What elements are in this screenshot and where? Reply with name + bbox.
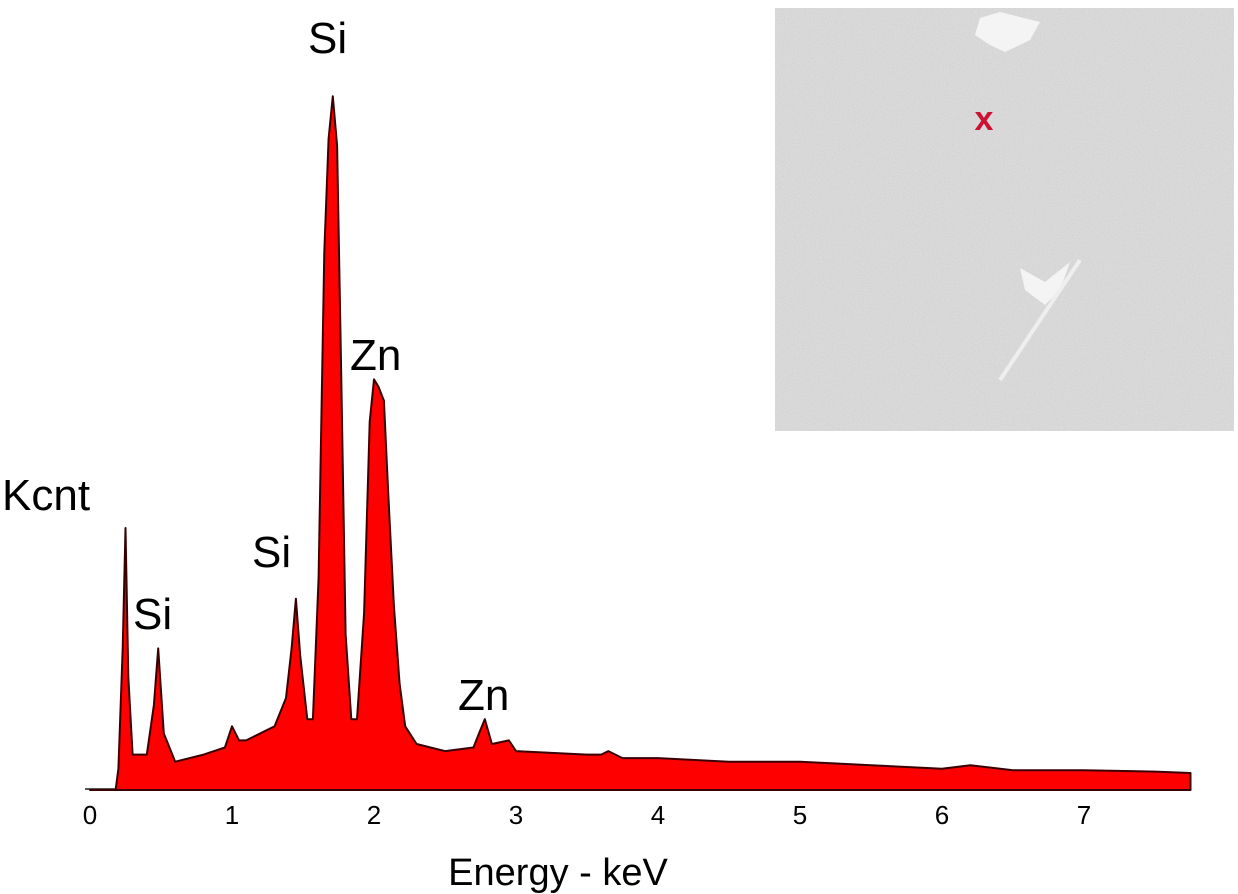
x-tick-label: 1 <box>225 800 239 830</box>
x-tick-label: 7 <box>1077 800 1091 830</box>
x-axis-title: Energy - keV <box>448 852 668 894</box>
spectrum-area <box>89 95 1192 791</box>
x-tick-label: 0 <box>83 800 97 830</box>
inset-micrograph: x <box>775 8 1234 431</box>
x-tick-label: 4 <box>651 800 665 830</box>
x-tick-label: 3 <box>509 800 523 830</box>
y-axis-unit-label: Kcnt <box>2 471 90 520</box>
x-tick-label: 6 <box>935 800 949 830</box>
inset-marker-x: x <box>975 100 994 138</box>
x-tick-label: 5 <box>793 800 807 830</box>
peak-label-zn-minor: Zn <box>458 671 509 720</box>
peak-label-si-mid: Si <box>252 528 291 577</box>
peak-label-zn-main: Zn <box>350 331 401 380</box>
peak-label-si-low: Si <box>133 590 172 639</box>
peak-label-si-main: Si <box>308 14 347 63</box>
x-tick-label: 2 <box>367 800 381 830</box>
x-axis-ticks: 0 1 2 3 4 5 6 7 <box>83 800 1091 830</box>
